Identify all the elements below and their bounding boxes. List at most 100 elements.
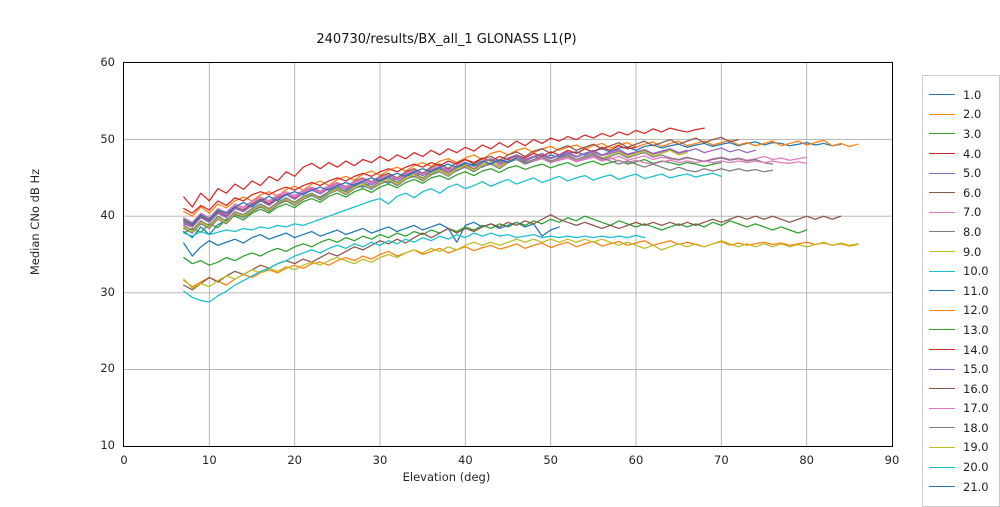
legend-item[interactable]: 18.0 — [923, 418, 999, 438]
legend-swatch-icon — [929, 172, 955, 174]
y-tick-label: 40 — [100, 208, 115, 223]
legend-swatch-icon — [929, 231, 955, 233]
series-line — [183, 136, 740, 227]
legend-item[interactable]: 9.0 — [923, 242, 999, 262]
legend-label: 1.0 — [963, 87, 982, 102]
series-line — [183, 139, 859, 217]
legend-label: 4.0 — [963, 146, 982, 161]
legend-swatch-icon — [929, 486, 955, 488]
legend-item[interactable]: 5.0 — [923, 163, 999, 183]
chart-title: 240730/results/BX_all_1 GLONASS L1(P) — [316, 32, 577, 47]
series-line — [183, 127, 705, 208]
legend-swatch-icon — [929, 192, 955, 194]
series-line — [183, 214, 842, 291]
legend-swatch-icon — [929, 388, 955, 390]
series-line — [183, 232, 646, 303]
legend-swatch-icon — [929, 349, 955, 351]
series-line — [183, 215, 808, 266]
legend-label: 7.0 — [963, 205, 982, 220]
legend-item[interactable]: 12.0 — [923, 301, 999, 321]
legend-label: 12.0 — [963, 303, 989, 318]
legend-label: 10.0 — [963, 264, 989, 279]
legend-swatch-icon — [929, 94, 955, 96]
legend-swatch-icon — [929, 309, 955, 311]
legend-item[interactable]: 6.0 — [923, 183, 999, 203]
series-line — [183, 151, 774, 234]
legend-label: 16.0 — [963, 381, 989, 396]
legend-label: 13.0 — [963, 322, 989, 337]
legend-item[interactable]: 2.0 — [923, 105, 999, 125]
legend-label: 9.0 — [963, 244, 982, 259]
legend-item[interactable]: 10.0 — [923, 261, 999, 281]
legend-label: 15.0 — [963, 362, 989, 377]
legend-item[interactable]: 15.0 — [923, 359, 999, 379]
series-line — [183, 152, 774, 231]
legend-label: 2.0 — [963, 107, 982, 122]
y-tick-label: 20 — [100, 361, 115, 376]
x-tick-label: 50 — [543, 453, 558, 467]
legend-item[interactable]: 1.0 — [923, 85, 999, 105]
y-tick-label: 30 — [100, 284, 115, 299]
series-line — [183, 149, 688, 233]
legend-item[interactable]: 20.0 — [923, 457, 999, 477]
x-tick-label: 0 — [120, 453, 128, 467]
legend-label: 11.0 — [963, 283, 989, 298]
legend-label: 3.0 — [963, 126, 982, 141]
legend-item[interactable]: 16.0 — [923, 379, 999, 399]
legend-item[interactable]: 11.0 — [923, 281, 999, 301]
x-tick-label: 40 — [458, 453, 473, 467]
x-tick-label: 20 — [287, 453, 302, 467]
legend-item[interactable]: 4.0 — [923, 144, 999, 164]
legend-swatch-icon — [929, 427, 955, 429]
legend-item[interactable]: 3.0 — [923, 124, 999, 144]
x-tick-label: 80 — [799, 453, 814, 467]
legend-swatch-icon — [929, 270, 955, 272]
legend-item[interactable]: 21.0 — [923, 477, 999, 497]
legend-item[interactable]: 14.0 — [923, 340, 999, 360]
legend-label: 20.0 — [963, 460, 989, 475]
x-tick-label: 90 — [884, 453, 900, 467]
legend-label: 8.0 — [963, 224, 982, 239]
legend-swatch-icon — [929, 290, 955, 292]
legend-item[interactable]: 17.0 — [923, 399, 999, 419]
legend-label: 17.0 — [963, 401, 989, 416]
y-axis-label: Median CNo dB Hz — [28, 168, 42, 276]
legend-swatch-icon — [929, 368, 955, 370]
legend-swatch-icon — [929, 446, 955, 448]
series-line — [183, 221, 560, 257]
legend-item[interactable]: 13.0 — [923, 320, 999, 340]
y-tick-label: 10 — [100, 438, 115, 452]
series-line — [183, 148, 688, 228]
legend-item[interactable]: 19.0 — [923, 438, 999, 458]
x-tick-label: 70 — [714, 453, 729, 467]
legend-swatch-icon — [929, 113, 955, 115]
series-line — [183, 155, 808, 223]
legend[interactable]: 1.0 2.0 3.0 4.0 5.0 6.0 7.0 8.0 9.0 10.0 11.0 12.0 1… — [922, 75, 1000, 507]
series-line — [183, 157, 518, 225]
x-tick-label: 30 — [372, 453, 388, 467]
legend-swatch-icon — [929, 133, 955, 135]
series-line — [183, 240, 859, 288]
legend-swatch-icon — [929, 329, 955, 331]
legend-swatch-icon — [929, 211, 955, 213]
series-line — [183, 172, 722, 237]
legend-label: 19.0 — [963, 440, 989, 455]
legend-swatch-icon — [929, 153, 955, 155]
plot-area — [123, 62, 893, 447]
legend-item[interactable]: 7.0 — [923, 203, 999, 223]
legend-swatch-icon — [929, 407, 955, 409]
legend-label: 18.0 — [963, 420, 989, 435]
legend-label: 5.0 — [963, 166, 982, 181]
series-lines — [124, 63, 892, 446]
x-axis-label: Elevation (deg) — [402, 470, 491, 484]
legend-item[interactable]: 8.0 — [923, 222, 999, 242]
legend-label: 14.0 — [963, 342, 989, 357]
y-tick-label: 50 — [100, 131, 115, 146]
legend-swatch-icon — [929, 466, 955, 468]
x-tick-label: 10 — [202, 453, 217, 467]
legend-label: 6.0 — [963, 185, 982, 200]
series-line — [183, 238, 859, 289]
legend-label: 21.0 — [963, 479, 989, 494]
x-tick-label: 60 — [628, 453, 644, 467]
